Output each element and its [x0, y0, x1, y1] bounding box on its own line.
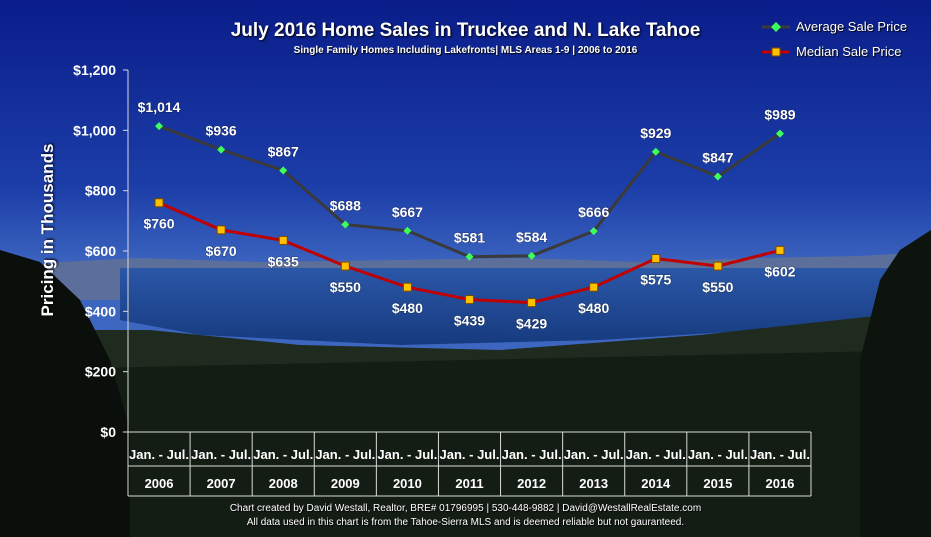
median-sale-price-point — [713, 261, 723, 271]
y-tick-label: $200 — [85, 364, 116, 380]
median-sale-price-point — [589, 282, 599, 292]
median-data-label: $429 — [516, 316, 547, 332]
average-sale-price-point — [713, 172, 722, 181]
y-tick-label: $600 — [85, 243, 116, 259]
x-period-label: Jan. - Jul. — [315, 447, 375, 462]
median-sale-price-point — [216, 225, 226, 235]
footer-credit: Chart created by David Westall, Realtor,… — [229, 503, 702, 514]
x-tick-label: 2012 — [517, 476, 546, 491]
average-data-label: $667 — [392, 204, 423, 220]
x-tick-label: 2014 — [641, 476, 671, 491]
median-sale-price-point — [465, 295, 474, 305]
x-period-label: Jan. - Jul. — [564, 447, 624, 462]
average-sale-price-point — [527, 251, 536, 260]
average-sale-price-point — [403, 226, 412, 235]
x-tick-label: 2006 — [145, 476, 174, 491]
median-data-label: $550 — [330, 279, 361, 295]
median-data-label: $635 — [268, 253, 299, 269]
x-period-label: Jan. - Jul. — [440, 447, 500, 462]
average-sale-price-point — [279, 166, 288, 175]
median-sale-price-point — [154, 198, 164, 208]
average-data-label: $867 — [268, 143, 299, 159]
average-sale-price-point — [775, 129, 784, 138]
y-tick-label: $0 — [100, 424, 116, 440]
x-period-label: Jan. - Jul. — [502, 447, 562, 462]
x-tick-label: 2007 — [207, 476, 236, 491]
x-tick-label: 2008 — [269, 476, 298, 491]
median-data-label: $480 — [578, 300, 609, 316]
x-period-label: Jan. - Jul. — [253, 447, 313, 462]
median-data-label: $550 — [702, 279, 733, 295]
median-data-label: $760 — [143, 216, 174, 232]
y-tick-label: $800 — [85, 183, 116, 199]
average-data-label: $581 — [454, 230, 485, 246]
x-period-label: Jan. - Jul. — [129, 447, 189, 462]
x-period-label: Jan. - Jul. — [688, 447, 748, 462]
average-data-label: $929 — [640, 125, 671, 141]
legend-average-marker — [762, 22, 790, 32]
x-tick-label: 2015 — [703, 476, 732, 491]
x-period-label: Jan. - Jul. — [750, 447, 810, 462]
x-tick-label: 2013 — [579, 476, 608, 491]
chart-subtitle: Single Family Homes Including Lakefronts… — [293, 45, 638, 56]
y-axis-label: Pricing in Thousands — [38, 143, 57, 317]
median-data-label: $480 — [392, 300, 423, 316]
x-period-label: Jan. - Jul. — [191, 447, 251, 462]
x-tick-label: 2011 — [455, 476, 483, 491]
average-sale-price-point — [651, 147, 660, 156]
average-data-label: $584 — [516, 229, 547, 245]
average-sale-price-point — [155, 122, 164, 131]
x-tick-label: 2009 — [331, 476, 360, 491]
y-tick-label: $400 — [85, 303, 116, 319]
average-data-label: $847 — [702, 149, 733, 165]
x-tick-label: 2010 — [393, 476, 422, 491]
median-sale-price-point — [527, 298, 537, 308]
legend-median-label: Median Sale Price — [796, 44, 902, 59]
x-period-label: Jan. - Jul. — [377, 447, 437, 462]
median-sale-price-point — [651, 254, 661, 264]
y-tick-label: $1,200 — [73, 62, 116, 78]
x-period-label: Jan. - Jul. — [626, 447, 686, 462]
x-tick-label: 2016 — [765, 476, 794, 491]
median-sale-price-point — [278, 235, 288, 245]
average-sale-price-point — [341, 220, 350, 229]
average-sale-price-point — [465, 252, 474, 261]
median-sale-price-point — [340, 261, 350, 271]
median-data-label: $439 — [454, 313, 485, 329]
legend-median-marker — [762, 47, 790, 57]
average-data-label: $936 — [206, 123, 237, 139]
average-data-label: $1,014 — [138, 99, 181, 115]
median-data-label: $575 — [640, 272, 671, 288]
median-sale-price-point — [775, 245, 785, 255]
average-data-label: $688 — [330, 197, 361, 213]
footer-disclaimer: All data used in this chart is from the … — [246, 517, 685, 528]
y-tick-label: $1,000 — [73, 122, 116, 138]
median-sale-price-line — [158, 201, 781, 305]
average-data-label: $666 — [578, 204, 609, 220]
average-sale-price-point — [217, 145, 226, 154]
median-data-label: $602 — [764, 263, 795, 279]
chart-title: July 2016 Home Sales in Truckee and N. L… — [230, 20, 701, 41]
legend-average-label: Average Sale Price — [796, 19, 908, 34]
average-sale-price-point — [589, 227, 598, 236]
median-data-label: $670 — [206, 243, 237, 259]
median-sale-price-point — [402, 282, 412, 292]
average-data-label: $989 — [764, 107, 795, 123]
